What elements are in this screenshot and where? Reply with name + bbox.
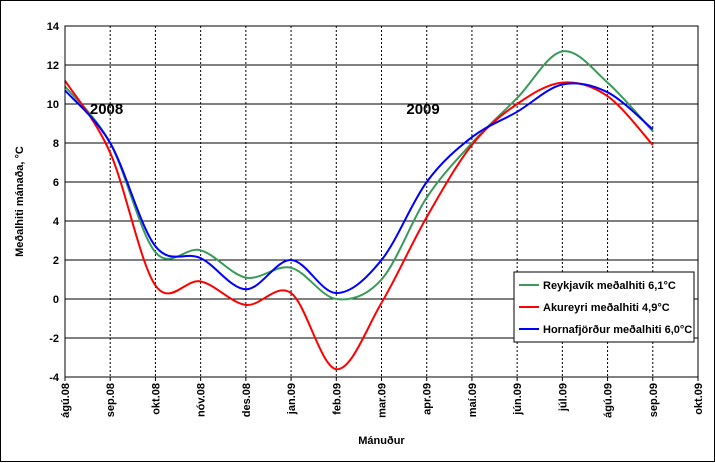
- annotation-year-2008: 2008: [90, 101, 123, 118]
- y-tick-label: 10: [47, 99, 59, 111]
- annotation-year-2009: 2009: [406, 101, 439, 118]
- series-line-akureyri: [64, 80, 654, 371]
- y-tick-label: -4: [49, 372, 60, 384]
- x-tick-label: ágú.09: [603, 383, 615, 418]
- series-line-hornafjordur: [64, 82, 654, 295]
- legend-label-hornafjordur: Hornafjörður meðalhiti 6,0°C: [543, 324, 692, 336]
- x-tick-label: des.08: [241, 383, 253, 417]
- x-tick-label: maí.09: [467, 383, 479, 417]
- y-tick-labels: -4 -2 0 2 4 6 8 10 12 14: [47, 21, 60, 384]
- x-tick-label: ágú.08: [60, 383, 72, 418]
- x-tick-label: mar.09: [377, 383, 389, 418]
- x-tick-label: okt.09: [693, 383, 705, 415]
- legend-box: [513, 271, 695, 343]
- y-tick-label: 6: [53, 177, 59, 189]
- x-tick-label: nóv.08: [196, 383, 208, 417]
- y-axis-title: Meðalhiti mánaða, °C: [14, 146, 26, 257]
- legend-label-reykjavik: Reykjavík meðalhiti 6,1°C: [543, 280, 676, 292]
- series-line-reykjavik: [64, 50, 654, 301]
- x-tick-label: sep.09: [648, 383, 660, 417]
- y-tick-label: 14: [47, 21, 60, 33]
- x-tick-labels: ágú.08 sep.08 okt.08 nóv.08 des.08 jan.09 feb.…: [60, 383, 705, 418]
- x-tick-label: jan.09: [286, 383, 298, 415]
- y-tick-label: 12: [47, 60, 59, 72]
- y-tick-label: 0: [53, 294, 59, 306]
- x-axis-title: Mánuður: [358, 435, 405, 447]
- x-tick-label: apr.09: [422, 383, 434, 415]
- y-tick-label: 2: [53, 255, 59, 267]
- x-tick-label: jún.09: [512, 383, 524, 416]
- x-tick-label: sep.08: [105, 383, 117, 417]
- x-tick-label: okt.08: [150, 383, 162, 415]
- y-tick-label: -2: [49, 333, 59, 345]
- series-lines: [64, 50, 654, 371]
- y-tick-label: 4: [53, 216, 60, 228]
- x-tick-label: júl.09: [557, 383, 569, 412]
- y-tick-label: 8: [53, 138, 59, 150]
- legend-label-akureyri: Akureyri meðalhiti 4,9°C: [543, 302, 670, 314]
- plot-area-frame: [64, 25, 699, 378]
- x-tick-label: feb.09: [331, 383, 343, 415]
- legend: Reykjavík meðalhiti 6,1°C Akureyri meðalh…: [513, 271, 695, 343]
